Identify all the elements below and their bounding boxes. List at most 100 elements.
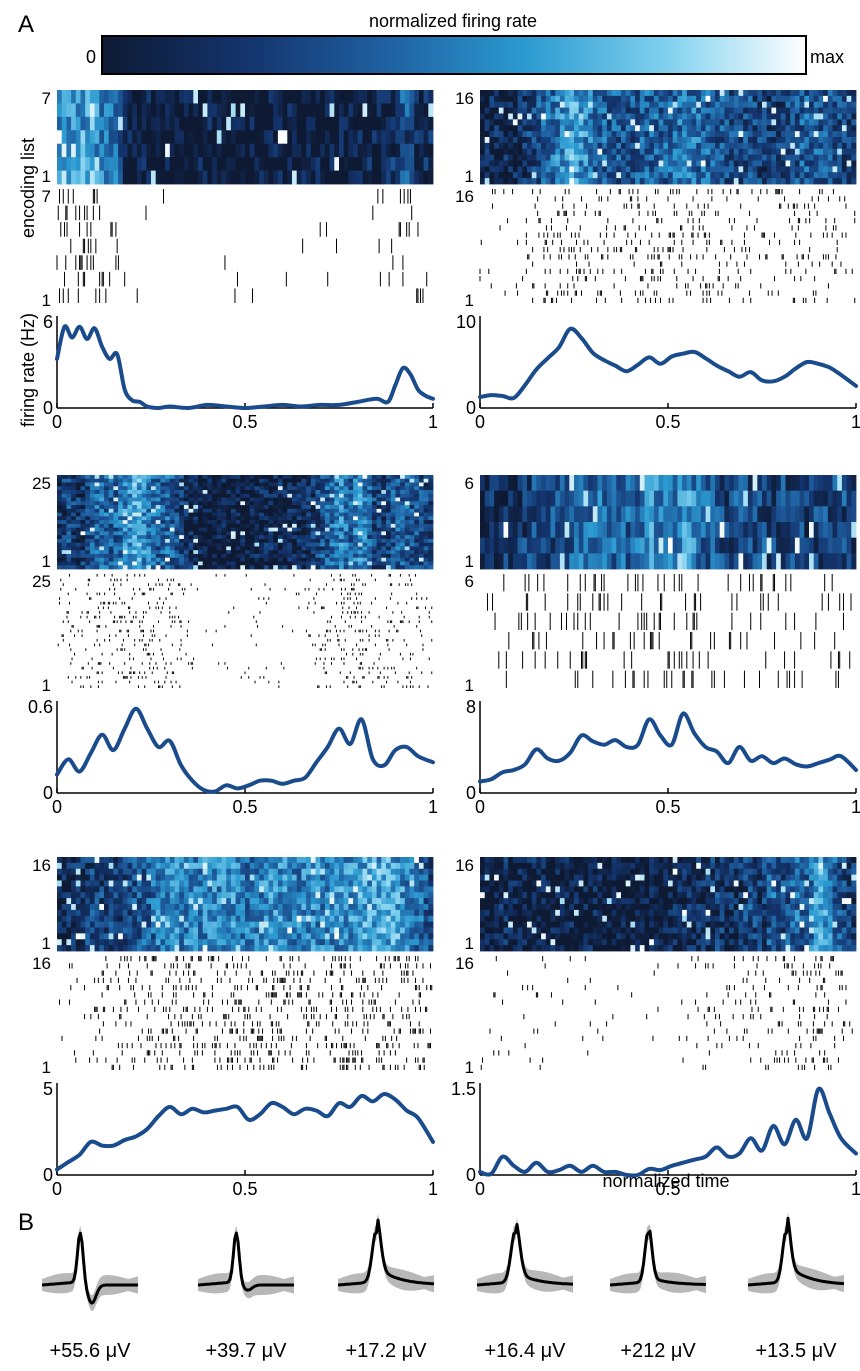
heatmap-cell (118, 170, 124, 185)
heatmap-cell (715, 131, 721, 138)
heatmap-cell (254, 143, 260, 158)
heatmap-cell (136, 538, 142, 544)
heatmap-cell (423, 508, 429, 513)
heatmap-cell (682, 142, 688, 150)
heatmap-cell (320, 531, 326, 536)
heatmap-cell (94, 508, 100, 513)
heatmap-cell (75, 170, 81, 185)
heatmap-cell (823, 178, 829, 185)
heatmap-cell (414, 143, 420, 158)
heatmap-cell (301, 493, 307, 498)
heatmap-cell (202, 493, 208, 498)
heatmap-cell (118, 475, 124, 480)
heatmap-cell (541, 142, 547, 150)
heatmap-cell (324, 157, 330, 171)
heatmap-cell (240, 520, 246, 525)
heatmap-cell (339, 527, 345, 532)
heatmap-cell (66, 520, 72, 525)
heatmap-cell (390, 490, 396, 495)
heatmap-cell (696, 101, 702, 109)
x-tick-label: 1 (851, 412, 860, 432)
heatmap-cell (296, 565, 302, 570)
heatmap-cell (578, 131, 584, 138)
heatmap-cell (621, 154, 627, 161)
heatmap-cell (296, 475, 302, 480)
heatmap-cell (249, 527, 255, 532)
heatmap-cell (395, 550, 401, 555)
heatmap-cell (644, 178, 650, 185)
heatmap-cell (193, 553, 199, 559)
heatmap-cell (310, 535, 316, 540)
heatmap-cell (583, 107, 589, 114)
heatmap-cell (747, 148, 753, 156)
heatmap-cell (183, 157, 189, 171)
heatmap-cell (75, 490, 81, 495)
heatmap-cell (71, 512, 77, 517)
heatmap-cell (606, 172, 612, 179)
heatmap-cell (160, 482, 166, 487)
heatmap-cell (315, 527, 321, 532)
heatmap-cell (198, 546, 204, 551)
heatmap-cell (80, 516, 86, 521)
heatmap-cell (362, 520, 368, 525)
heatmap-cell (296, 103, 302, 118)
heatmap-cell (221, 505, 227, 510)
heatmap-cell (677, 131, 683, 138)
heatmap-cell (536, 107, 542, 114)
heatmap-cell (188, 542, 194, 547)
heatmap-cell (776, 178, 782, 185)
heatmap-cell (57, 565, 63, 570)
heatmap-cell (329, 542, 335, 547)
heatmap-cell (212, 527, 218, 532)
heatmap-cell (329, 527, 335, 532)
heatmap-cell (230, 550, 236, 555)
heatmap-cell (414, 542, 420, 547)
heatmap-cell (386, 557, 392, 562)
heatmap-cell (550, 107, 556, 114)
heatmap-cell (183, 103, 189, 118)
heatmap-cell (639, 113, 645, 120)
heatmap-cell (85, 512, 91, 517)
heatmap-cell (550, 137, 556, 144)
heatmap-cell (376, 497, 382, 502)
heatmap-cell (536, 154, 542, 161)
heatmap-cell (306, 90, 312, 104)
heatmap-cell (292, 561, 298, 566)
heatmap-cell (818, 125, 824, 132)
heatmap-cell (555, 178, 561, 185)
heatmap-cell (113, 542, 119, 547)
heatmap-cell (179, 508, 185, 513)
heatmap-cell (785, 137, 791, 144)
heatmap-cell (635, 131, 641, 138)
heatmap-cell (273, 490, 279, 495)
heatmap-cell (169, 130, 175, 145)
heatmap-cell (292, 550, 298, 555)
heatmap-cell (108, 103, 114, 118)
heatmap-cell (733, 148, 739, 156)
heatmap-cell (597, 172, 603, 179)
heatmap-cell (409, 538, 415, 544)
heatmap-cell (644, 95, 650, 103)
heatmap-cell (672, 148, 678, 156)
heatmap-cell (371, 497, 377, 502)
heatmap-cell (376, 143, 382, 158)
heatmap-cell (409, 482, 415, 487)
heatmap-cell (183, 520, 189, 525)
heatmap-cell (414, 538, 420, 544)
heatmap-cell (235, 497, 241, 502)
heatmap-cell (165, 512, 171, 517)
heatmap-cell (71, 490, 77, 495)
heatmap-cell (277, 565, 283, 570)
heatmap-cell (240, 508, 246, 513)
heatmap-cell (574, 90, 580, 97)
heatmap-cell (578, 160, 584, 167)
heatmap-cell (193, 527, 199, 532)
heatmap-cell (273, 535, 279, 540)
heatmap-cell (160, 497, 166, 502)
heatmap-cell (489, 119, 495, 126)
heatmap-cell (66, 512, 72, 517)
heatmap-cell (390, 550, 396, 555)
heatmap-cell (353, 478, 359, 483)
heatmap-cell (207, 527, 213, 532)
heatmap-cell (574, 148, 580, 156)
